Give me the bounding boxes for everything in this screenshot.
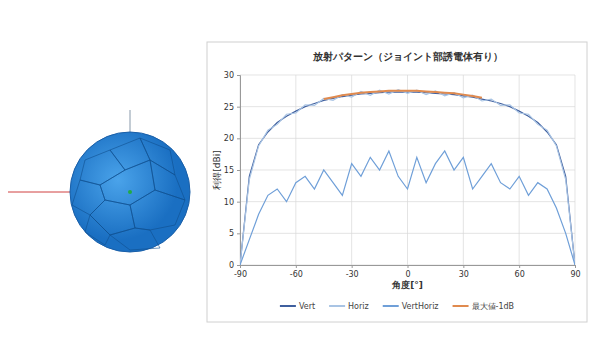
tick-label: 10	[224, 198, 234, 207]
grid-line-x	[519, 75, 520, 265]
facet	[130, 190, 185, 230]
legend-swatch	[329, 305, 345, 307]
tick-mark	[463, 265, 464, 268]
tick: -60	[290, 265, 303, 279]
legend: VertHorizVertHoriz最大値-1dB	[280, 302, 514, 311]
legend-item: VertHoriz	[383, 302, 439, 311]
x-axis-title: 角度[°]	[391, 280, 423, 290]
chart-frame	[207, 42, 587, 322]
legend-item: 最大値-1dB	[453, 302, 515, 311]
legend-label: Vert	[299, 302, 315, 311]
tick-mark	[237, 202, 240, 203]
axis-line	[237, 76, 241, 266]
origin	[128, 190, 132, 194]
tick-mark	[575, 265, 576, 268]
grid-line-x	[575, 75, 576, 265]
facet	[110, 228, 160, 250]
tick-label: 25	[224, 103, 234, 112]
tick-label: 20	[224, 134, 234, 143]
tick-mark	[296, 265, 297, 268]
legend-swatch	[453, 305, 469, 307]
tick: 15	[224, 166, 240, 175]
tick-label: 5	[229, 229, 234, 238]
sphere	[70, 132, 190, 252]
tick: 90	[570, 265, 580, 279]
legend-label: 最大値-1dB	[472, 302, 515, 311]
tick-label: 0	[229, 261, 234, 270]
legend-label: VertHoriz	[402, 302, 439, 311]
tick: -30	[346, 265, 359, 279]
tick-mark	[237, 138, 240, 139]
tick: -90	[234, 265, 247, 279]
tick-label: 60	[515, 270, 525, 279]
legend-item: Vert	[280, 302, 315, 311]
series-line	[324, 91, 482, 99]
tick: 0	[405, 265, 410, 279]
axis-line	[241, 266, 576, 269]
grid-line-x	[463, 75, 464, 265]
tick-mark	[408, 265, 409, 268]
tick-mark	[237, 75, 240, 76]
legend-swatch	[383, 305, 399, 307]
grid-line-x	[295, 75, 296, 265]
facet	[140, 138, 175, 175]
series-line	[240, 151, 575, 265]
chart-title: 放射パターン（ジョイント部誘電体有り）	[312, 51, 503, 62]
grid-line-x	[407, 75, 408, 265]
tick-label: -30	[346, 270, 359, 279]
y-axis: 0 5 10 15 20 25 30	[224, 71, 241, 270]
canvas: -90 -60 -30 0 30 60 90 0 5 10 15 20 25 30 放射パターン（ジョイント…	[0, 0, 590, 364]
grid	[240, 75, 575, 265]
tick-label: -90	[234, 270, 247, 279]
legend-swatch	[280, 305, 296, 307]
tick-mark	[519, 265, 520, 268]
legend-label: Horiz	[348, 302, 369, 311]
tick: 30	[224, 71, 240, 80]
tick: 10	[224, 198, 240, 207]
tick-mark	[237, 265, 240, 266]
tick-label: 90	[570, 270, 580, 279]
facet	[100, 160, 155, 205]
grid-line-x	[351, 75, 352, 265]
x-axis: -90 -60 -30 0 30 60 90	[234, 265, 581, 279]
legend-item: Horiz	[329, 302, 369, 311]
tick: 60	[515, 265, 525, 279]
facet	[72, 180, 105, 215]
tick-label: -60	[290, 270, 303, 279]
tick-label: 0	[405, 270, 410, 279]
tick: 0	[229, 261, 240, 270]
tick-mark	[237, 233, 240, 234]
sphere-model	[8, 110, 190, 252]
tick-label: 30	[459, 270, 469, 279]
tick-mark	[237, 107, 240, 108]
tick: 30	[459, 265, 469, 279]
series-line	[240, 90, 575, 265]
facet	[85, 215, 110, 245]
series-line	[240, 92, 575, 265]
plot-area	[240, 90, 575, 265]
tick-mark	[237, 170, 240, 171]
tick-label: 15	[224, 166, 234, 175]
tick-mark	[352, 265, 353, 268]
facet	[80, 150, 125, 185]
y-axis-title: 利得[dBi]	[212, 150, 222, 189]
facet	[110, 138, 150, 170]
tick-label: 30	[224, 71, 234, 80]
tick: 5	[229, 229, 240, 238]
tick: 25	[224, 103, 240, 112]
tick: 20	[224, 134, 240, 143]
